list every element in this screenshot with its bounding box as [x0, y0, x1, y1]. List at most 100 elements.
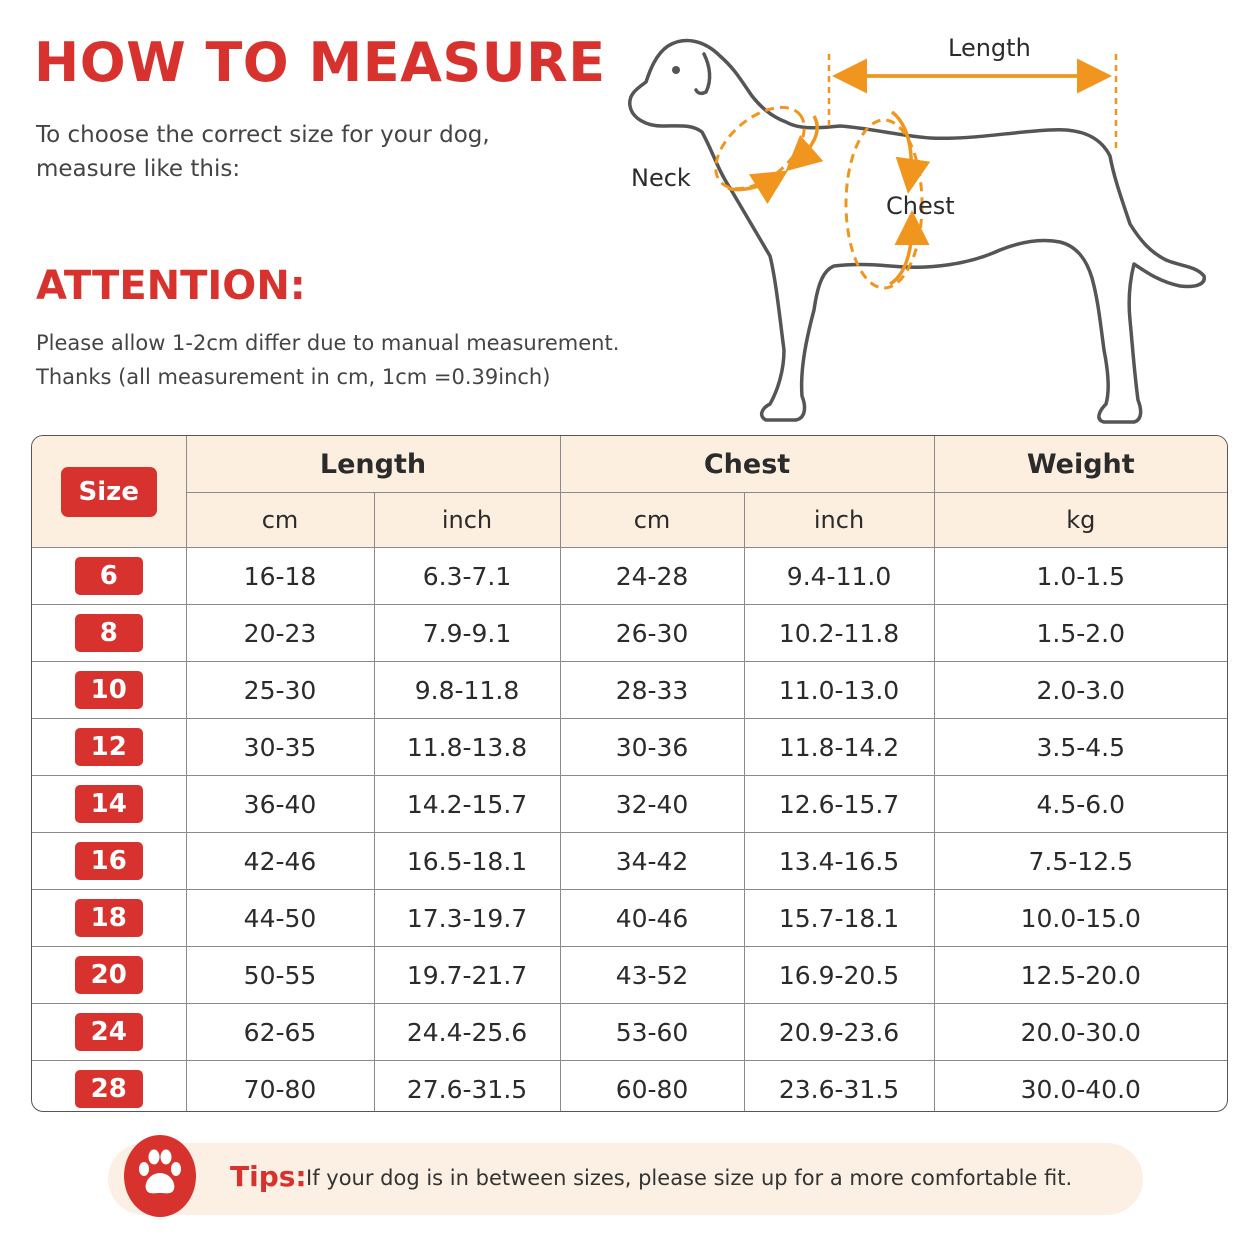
size-badge: 24	[74, 1013, 143, 1051]
attention-line-2: Thanks (all measurement in cm, 1cm =0.39…	[36, 365, 551, 389]
size-cell: 14	[32, 775, 187, 833]
cell-weight-kg: 1.5-2.0	[933, 604, 1227, 662]
size-cell: 12	[32, 718, 187, 776]
neck-arrow-lower	[727, 170, 788, 204]
size-cell: 18	[32, 889, 187, 947]
table-row: 16 42-46 16.5-18.1 34-42 13.4-16.5 7.5-12.5	[32, 832, 1227, 890]
size-cell: 6	[32, 547, 187, 605]
page-subtitle: To choose the correct size for your dog,…	[36, 118, 556, 186]
cell-chest-cm: 60-80	[559, 1060, 745, 1111]
table-row: 8 20-23 7.9-9.1 26-30 10.2-11.8 1.5-2.0	[32, 604, 1227, 662]
measure-diagram: Length Neck Chest	[600, 20, 1240, 440]
size-badge: 6	[74, 557, 143, 595]
table-row: 14 36-40 14.2-15.7 32-40 12.6-15.7 4.5-6.0	[32, 775, 1227, 833]
size-badge: 10	[74, 671, 143, 709]
table-row: 24 62-65 24.4-25.6 53-60 20.9-23.6 20.0-30.0	[32, 1003, 1227, 1061]
dog-ear	[694, 52, 712, 96]
cell-length-inch: 27.6-31.5	[373, 1060, 561, 1111]
cell-chest-cm: 28-33	[559, 661, 745, 719]
cell-weight-kg: 10.0-15.0	[933, 889, 1227, 947]
unit-header-chest-inch: inch	[743, 492, 935, 548]
size-badge: 20	[74, 956, 143, 994]
group-header-chest: Chest	[559, 436, 935, 493]
cell-chest-cm: 43-52	[559, 946, 745, 1004]
cell-chest-inch: 12.6-15.7	[743, 775, 935, 833]
unit-header-weight-kg: kg	[933, 492, 1227, 548]
table-row: 18 44-50 17.3-19.7 40-46 15.7-18.1 10.0-15.0	[32, 889, 1227, 947]
size-badge: 8	[74, 614, 143, 652]
chest-label: Chest	[886, 192, 955, 220]
unit-header-length-inch: inch	[373, 492, 561, 548]
attention-line-1: Please allow 1-2cm differ due to manual …	[36, 331, 620, 355]
size-cell: 28	[32, 1060, 187, 1111]
unit-header-length-cm: cm	[186, 492, 375, 548]
length-label: Length	[948, 34, 1031, 62]
cell-length-inch: 11.8-13.8	[373, 718, 561, 776]
cell-length-cm: 25-30	[185, 661, 375, 719]
tips-label: Tips:	[230, 1160, 307, 1193]
chest-arrow-upper	[890, 110, 931, 194]
cell-length-inch: 19.7-21.7	[373, 946, 561, 1004]
table-row: 28 70-80 27.6-31.5 60-80 23.6-31.5 30.0-40.0	[32, 1060, 1227, 1111]
size-cell: 24	[32, 1003, 187, 1061]
cell-length-inch: 7.9-9.1	[373, 604, 561, 662]
paw-icon-glyph	[139, 1149, 181, 1194]
size-cell: 10	[32, 661, 187, 719]
group-header-weight: Weight	[933, 436, 1227, 493]
cell-length-cm: 20-23	[185, 604, 375, 662]
tips-text: If your dog is in between sizes, please …	[306, 1166, 1073, 1190]
size-cell: 8	[32, 604, 187, 662]
cell-length-cm: 36-40	[185, 775, 375, 833]
size-header-cell: Size	[32, 436, 187, 548]
size-badge: 28	[74, 1070, 143, 1108]
size-chart-table: Size Length Chest Weight cm inch cm inch…	[31, 435, 1228, 1112]
cell-weight-kg: 7.5-12.5	[933, 832, 1227, 890]
size-badge: 16	[74, 842, 143, 880]
cell-length-inch: 17.3-19.7	[373, 889, 561, 947]
cell-chest-inch: 11.8-14.2	[743, 718, 935, 776]
table-row: 6 16-18 6.3-7.1 24-28 9.4-11.0 1.0-1.5	[32, 547, 1227, 605]
cell-weight-kg: 1.0-1.5	[933, 547, 1227, 605]
subtitle-line-1: To choose the correct size for your dog,	[36, 122, 490, 148]
table-row: 12 30-35 11.8-13.8 30-36 11.8-14.2 3.5-4.5	[32, 718, 1227, 776]
cell-length-inch: 24.4-25.6	[373, 1003, 561, 1061]
cell-chest-inch: 23.6-31.5	[743, 1060, 935, 1111]
cell-weight-kg: 20.0-30.0	[933, 1003, 1227, 1061]
page-title: HOW TO MEASURE	[34, 31, 606, 94]
cell-length-inch: 9.8-11.8	[373, 661, 561, 719]
tips-banner	[108, 1143, 1143, 1215]
table-row: 20 50-55 19.7-21.7 43-52 16.9-20.5 12.5-20.0	[32, 946, 1227, 1004]
cell-length-cm: 50-55	[185, 946, 375, 1004]
cell-length-inch: 16.5-18.1	[373, 832, 561, 890]
cell-chest-cm: 53-60	[559, 1003, 745, 1061]
cell-weight-kg: 4.5-6.0	[933, 775, 1227, 833]
chest-measure-ring	[844, 118, 924, 290]
cell-chest-cm: 34-42	[559, 832, 745, 890]
table-row: 10 25-30 9.8-11.8 28-33 11.0-13.0 2.0-3.0	[32, 661, 1227, 719]
cell-chest-cm: 24-28	[559, 547, 745, 605]
cell-chest-cm: 26-30	[559, 604, 745, 662]
unit-header-chest-cm: cm	[559, 492, 745, 548]
size-cell: 20	[32, 946, 187, 1004]
size-badge: 14	[74, 785, 143, 823]
cell-length-cm: 16-18	[185, 547, 375, 605]
cell-length-inch: 14.2-15.7	[373, 775, 561, 833]
neck-arrow-upper	[785, 115, 824, 172]
size-badge: 12	[74, 728, 143, 766]
attention-text: Please allow 1-2cm differ due to manual …	[36, 326, 620, 394]
cell-length-cm: 44-50	[185, 889, 375, 947]
cell-length-cm: 62-65	[185, 1003, 375, 1061]
cell-chest-inch: 9.4-11.0	[743, 547, 935, 605]
cell-weight-kg: 30.0-40.0	[933, 1060, 1227, 1111]
cell-chest-cm: 40-46	[559, 889, 745, 947]
group-header-length: Length	[185, 436, 561, 493]
cell-length-cm: 30-35	[185, 718, 375, 776]
paw-icon	[124, 1135, 196, 1217]
cell-weight-kg: 3.5-4.5	[933, 718, 1227, 776]
cell-weight-kg: 2.0-3.0	[933, 661, 1227, 719]
size-table-body: 6 16-18 6.3-7.1 24-28 9.4-11.0 1.0-1.5 8 20-23 7…	[32, 547, 1227, 1111]
dog-outline-illustration	[628, 38, 1206, 424]
cell-chest-cm: 32-40	[559, 775, 745, 833]
chest-arrow-lower	[889, 210, 930, 286]
subtitle-line-2: measure like this:	[36, 156, 241, 182]
